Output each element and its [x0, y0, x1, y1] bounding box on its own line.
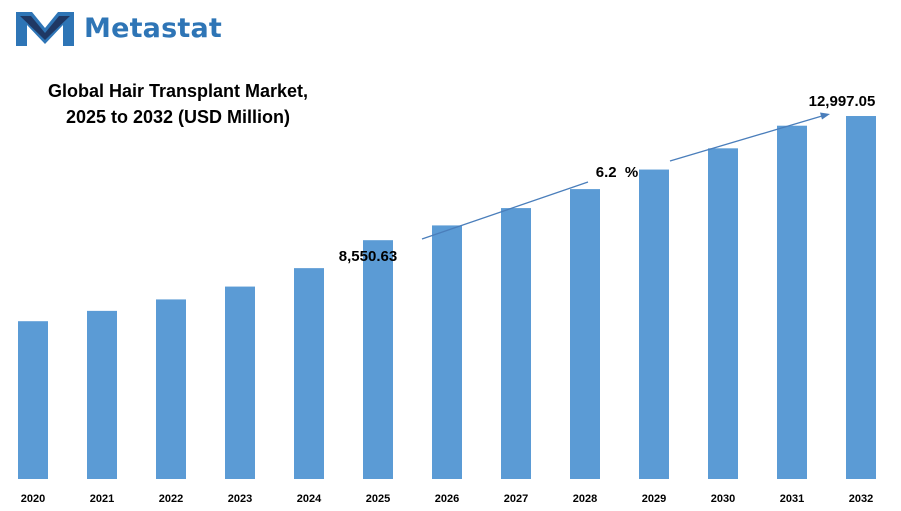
x-tick-2027: 2027 — [504, 493, 528, 505]
bar-2023 — [225, 286, 255, 479]
cagr-arrow-line-2 — [669, 115, 823, 162]
x-tick-2026: 2026 — [435, 493, 459, 505]
x-tick-2028: 2028 — [573, 493, 597, 505]
x-tick-2029: 2029 — [642, 493, 666, 505]
bar-2027 — [501, 208, 531, 480]
x-tick-2020: 2020 — [21, 493, 45, 505]
bar-2025 — [363, 240, 393, 479]
bar-2026 — [432, 225, 462, 479]
x-tick-2022: 2022 — [159, 493, 183, 505]
brand-name: Metastat — [84, 12, 223, 44]
x-tick-2032: 2032 — [849, 493, 873, 505]
chart-title-line-2: 2025 to 2032 (USD Million) — [65, 107, 291, 127]
brand-logo: Metastat — [14, 8, 222, 48]
bar-2031 — [777, 125, 807, 479]
bar-2030 — [708, 148, 738, 479]
bar-2022 — [156, 299, 186, 479]
x-axis-ticks: 2020 2021 2022 2023 2024 2025 2026 2027 2028 2029… — [21, 493, 873, 505]
x-tick-2023: 2023 — [228, 493, 252, 505]
cagr-arrow-head — [820, 112, 830, 120]
chart-title: Global Hair Transplant Market, 2025 to 2… — [28, 78, 328, 130]
bar-2029 — [639, 169, 669, 479]
chart-title-line-1: Global Hair Transplant Market, — [47, 81, 309, 101]
cagr-arrow-line-1 — [421, 181, 589, 240]
x-tick-2021: 2021 — [90, 493, 114, 505]
data-label-2025: 8,550.63 — [339, 248, 397, 265]
bar-2020 — [18, 321, 48, 479]
x-tick-2024: 2024 — [297, 493, 322, 505]
x-tick-2030: 2030 — [711, 493, 735, 505]
x-tick-2025: 2025 — [366, 493, 390, 505]
bar-2024 — [294, 268, 324, 479]
cagr-label: 6.2 % — [596, 164, 639, 181]
x-tick-2031: 2031 — [780, 493, 804, 505]
bar-2021 — [87, 310, 117, 479]
bars-group — [18, 116, 876, 480]
data-label-2032: 12,997.05 — [809, 93, 876, 110]
bar-2028 — [570, 189, 600, 479]
bar-2032 — [846, 116, 876, 480]
metastat-logo-icon — [16, 12, 74, 46]
